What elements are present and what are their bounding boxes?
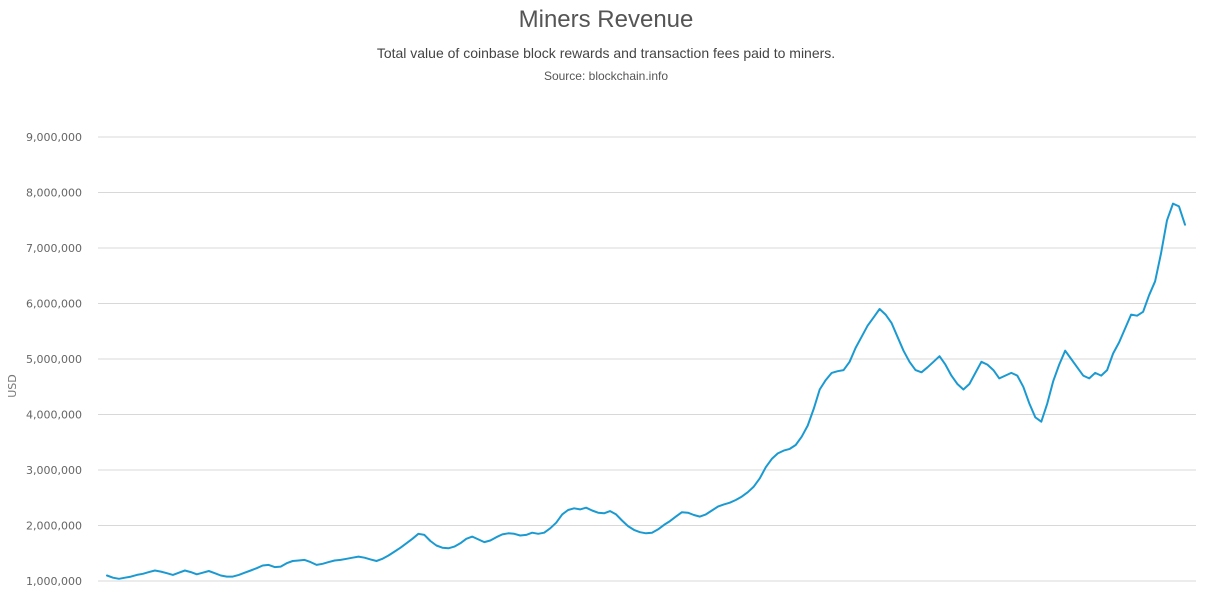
y-tick-label: 1,000,000 — [26, 575, 82, 588]
y-tick-label: 9,000,000 — [26, 131, 82, 144]
y-axis-ticks: 1,000,000 2,000,000 3,000,000 4,000,000 5,00… — [26, 131, 82, 588]
y-tick-label: 5,000,000 — [26, 353, 82, 366]
y-tick-label: 4,000,000 — [26, 409, 82, 422]
y-tick-label: 6,000,000 — [26, 298, 82, 311]
chart-source: Source: blockchain.info — [543, 69, 669, 83]
chart-title: Miners Revenue — [518, 6, 694, 33]
y-tick-label: 2,000,000 — [26, 520, 82, 533]
series-line — [106, 202, 1186, 580]
series-layer — [106, 202, 1186, 580]
y-tick-label: 7,000,000 — [26, 242, 82, 255]
chart-subtitle: Total value of coinbase block rewards an… — [376, 45, 836, 61]
y-tick-label: 3,000,000 — [26, 464, 82, 477]
gridlines — [98, 136, 1196, 582]
y-tick-label: 8,000,000 — [26, 187, 82, 200]
y-axis-title: USD — [6, 374, 19, 398]
